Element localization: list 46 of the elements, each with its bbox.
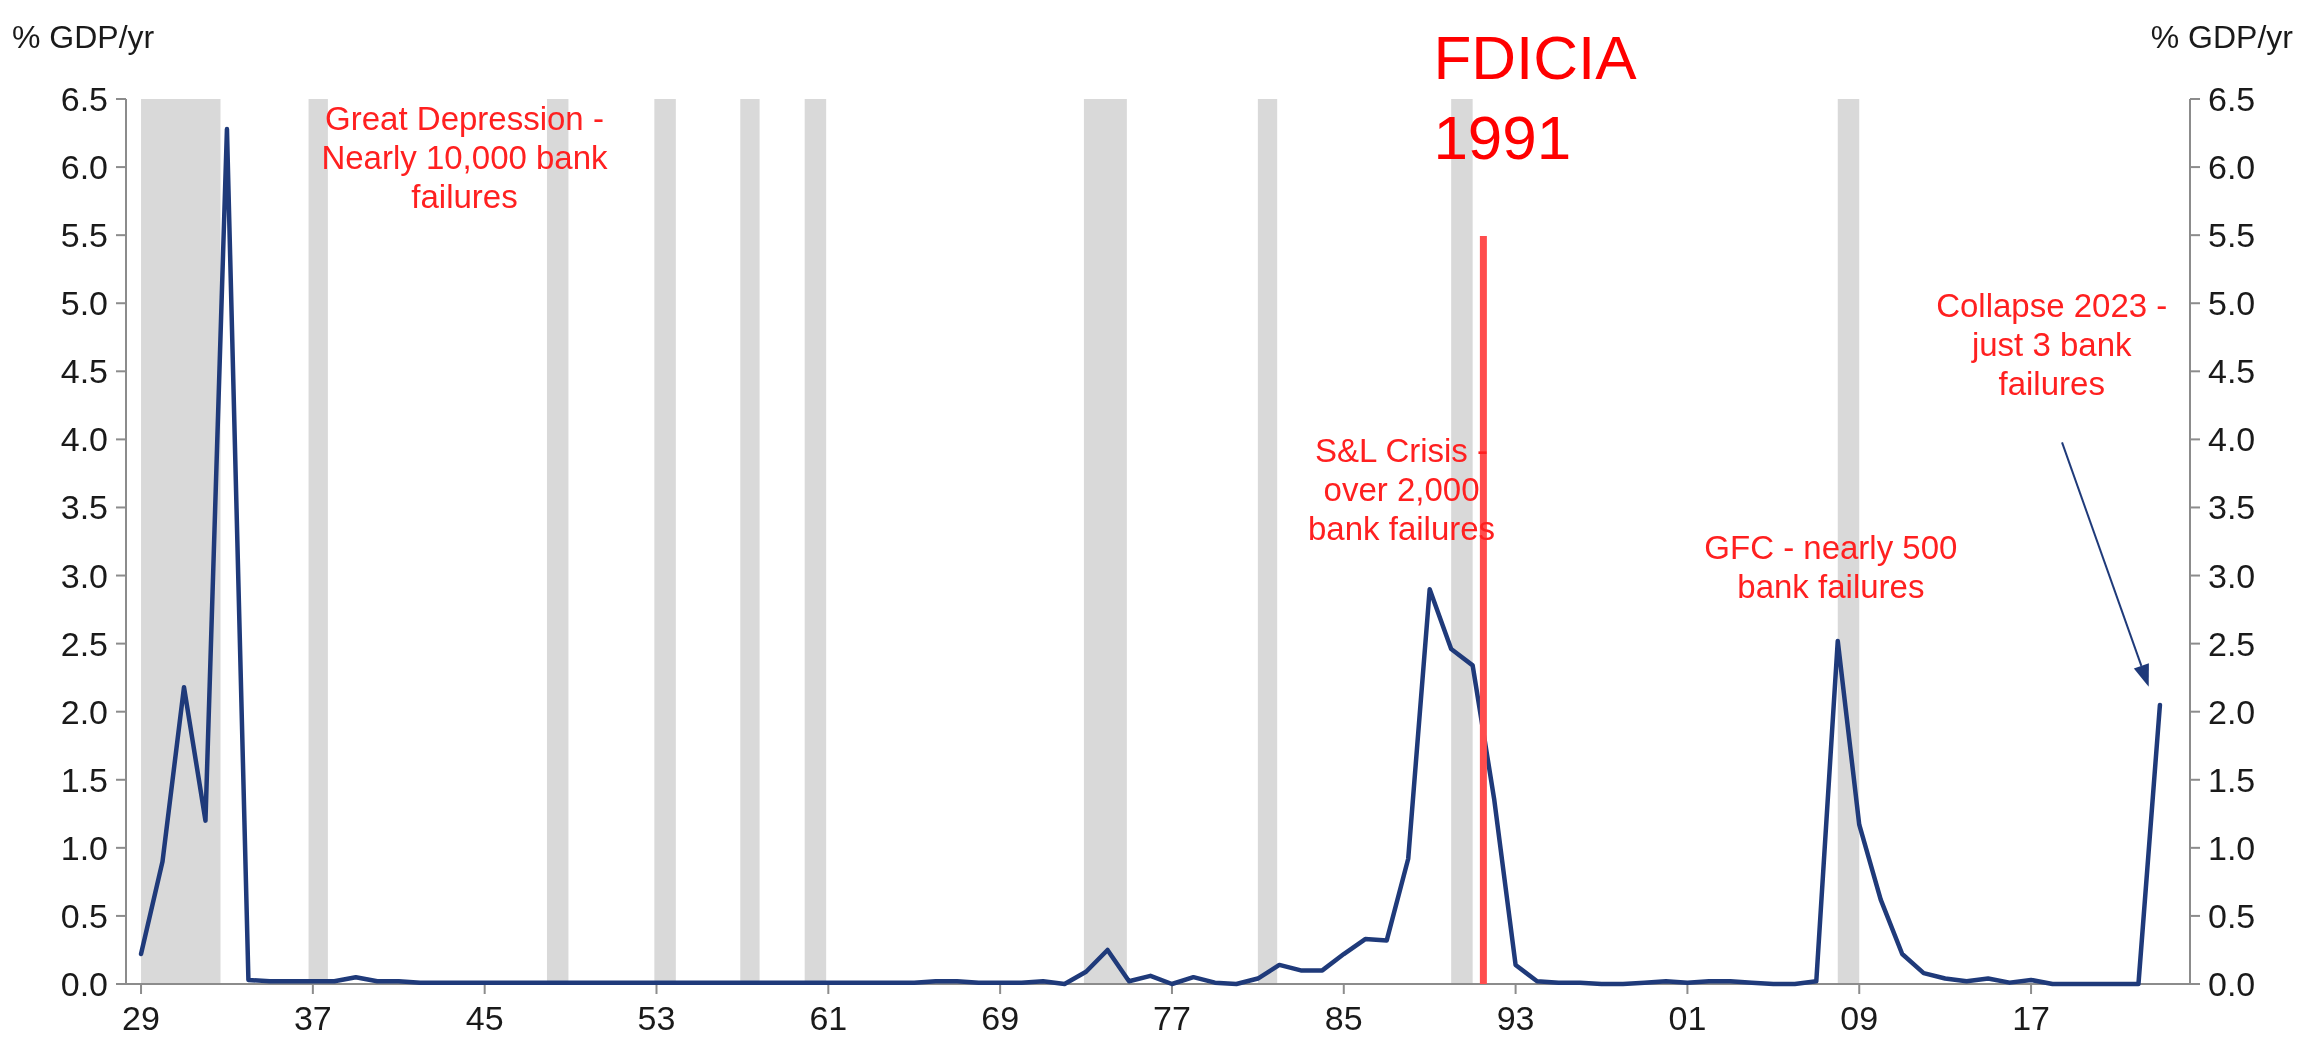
- y-tick-label: 1.5: [60, 760, 108, 799]
- y2-tick-label: 2.0: [2208, 692, 2256, 731]
- x-tick-label: 93: [1496, 999, 1535, 1037]
- x-tick-label: 53: [637, 999, 676, 1037]
- y-tick-label: 2.5: [60, 624, 108, 663]
- y2-tick-label: 4.0: [2208, 420, 2256, 459]
- x-tick-label: 69: [981, 999, 1020, 1037]
- y-tick-label: 5.0: [60, 284, 108, 323]
- x-tick-label: 85: [1324, 999, 1363, 1037]
- y2-tick-label: 3.0: [2208, 556, 2256, 595]
- y2-tick-label: 0.5: [2208, 896, 2256, 935]
- y2-tick-label: 0.0: [2208, 965, 2256, 1003]
- y2-tick-label: 1.0: [2208, 828, 2256, 867]
- y2-tick-label: 2.5: [2208, 624, 2256, 663]
- ref-line-label: FDICIA 1991: [1433, 23, 1638, 172]
- y2-tick-label: 6.0: [2208, 148, 2256, 187]
- y2-tick-label: 5.5: [2208, 216, 2256, 255]
- y2-tick-label: 3.5: [2208, 488, 2256, 527]
- y-tick-label: 1.0: [60, 828, 108, 867]
- y-tick-label: 5.5: [60, 216, 108, 255]
- y2-tick-label: 4.5: [2208, 352, 2256, 391]
- y-tick-label: 2.0: [60, 692, 108, 731]
- x-tick-label: 45: [465, 999, 504, 1037]
- y-tick-label: 0.5: [60, 896, 108, 935]
- x-tick-label: 37: [293, 999, 332, 1037]
- x-tick-label: 17: [2012, 999, 2050, 1037]
- y-tick-label: 3.0: [60, 556, 108, 595]
- y2-tick-label: 6.5: [2208, 80, 2256, 118]
- annotation: Collapse 2023 - just 3 bank failures: [1936, 286, 2168, 402]
- y-tick-label: 6.0: [60, 148, 108, 187]
- y2-tick-label: 5.0: [2208, 284, 2256, 323]
- x-tick-label: 01: [1668, 999, 1707, 1037]
- y-tick-label: 6.5: [60, 80, 108, 118]
- x-tick-label: 29: [122, 999, 160, 1037]
- x-tick-label: 61: [809, 999, 848, 1037]
- y-axis-title: % GDP/yr: [12, 19, 155, 55]
- x-tick-label: 77: [1153, 999, 1191, 1037]
- x-tick-label: 09: [1840, 999, 1879, 1037]
- y2-tick-label: 1.5: [2208, 760, 2256, 799]
- y-tick-label: 4.0: [60, 420, 108, 459]
- annotation: Great Depression - Nearly 10,000 bank failures: [321, 99, 609, 215]
- y-tick-label: 0.0: [60, 965, 108, 1003]
- annotation: GFC - nearly 500 bank failures: [1704, 529, 1958, 606]
- y-tick-label: 3.5: [60, 488, 108, 527]
- y-tick-label: 4.5: [60, 352, 108, 391]
- y2-axis-title: % GDP/yr: [2150, 19, 2294, 55]
